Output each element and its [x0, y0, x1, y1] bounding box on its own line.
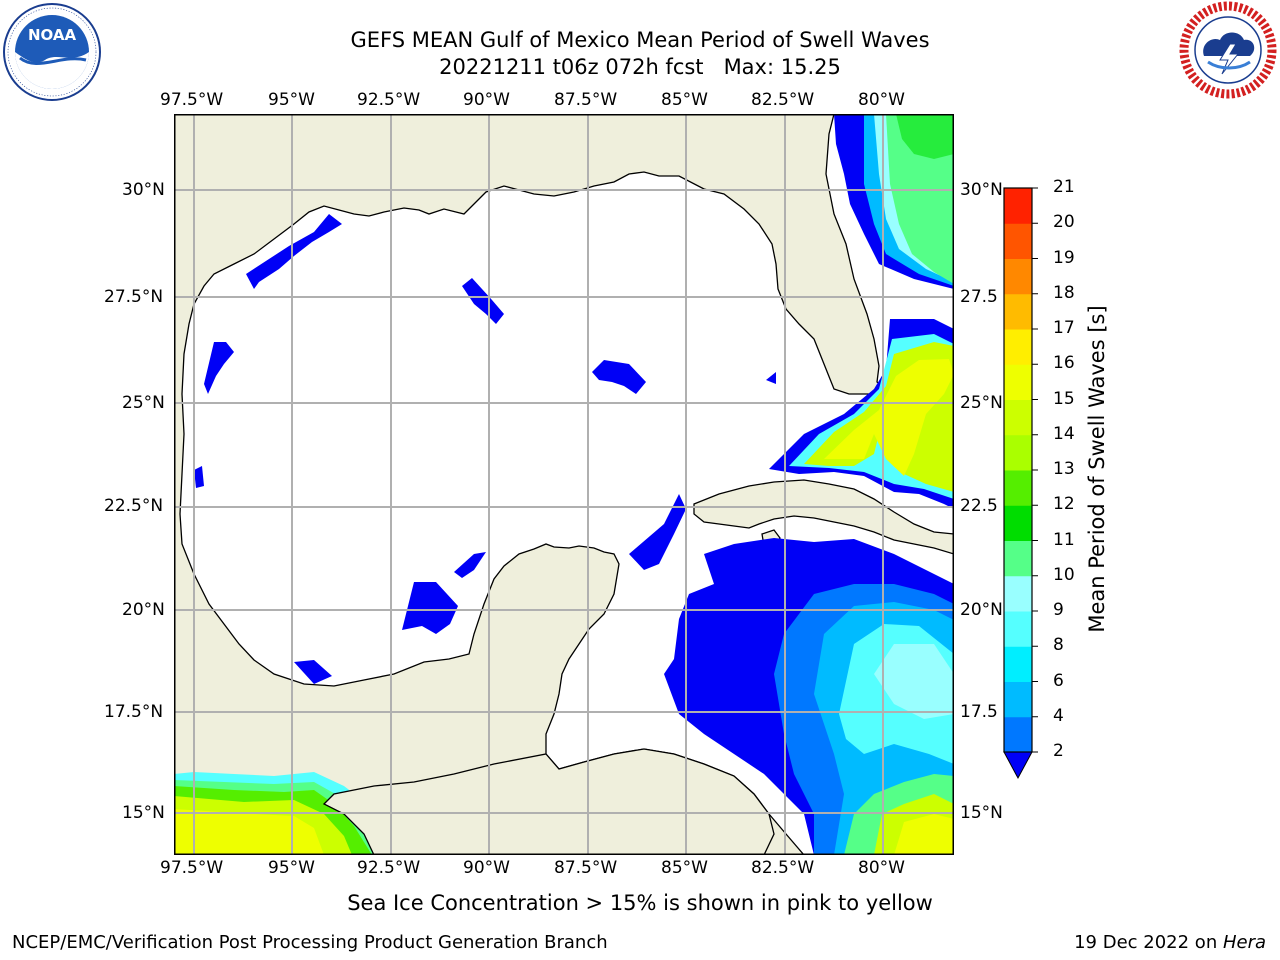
gulf-patch-e: [766, 372, 776, 384]
nws-logo: [1179, 1, 1277, 99]
colorbar-band: [1004, 434, 1032, 471]
gulf-patch-w2: [194, 466, 204, 488]
colorbar-label: Mean Period of Swell Waves [s]: [1085, 305, 1109, 633]
colorbar: [1003, 187, 1038, 780]
colorbar-tick-label: 21: [1053, 177, 1075, 197]
colorbar-tick-label: 20: [1053, 212, 1075, 233]
sea-ice-note: Sea Ice Concentration > 15% is shown in …: [347, 891, 933, 915]
colorbar-tick-label: 8: [1053, 635, 1064, 656]
colorbar-band: [1004, 188, 1032, 224]
land-cuba: [693, 479, 954, 555]
lon-tick-top: 97.5°W: [160, 90, 224, 110]
colorbar-band: [1004, 470, 1032, 506]
colorbar-band: [1004, 540, 1032, 577]
lat-tick-left: 15°N: [122, 803, 165, 823]
lon-tick-bottom: 92.5°W: [357, 858, 421, 878]
chart-subtitle: 20221211 t06z 072h fcst Max: 15.25: [439, 55, 841, 79]
lon-tick-bottom: 85°W: [661, 858, 708, 878]
straits-yellow2: [824, 359, 954, 476]
footer-machine: Hera: [1222, 932, 1266, 953]
land-central-america: [322, 748, 775, 855]
colorbar-band: [1004, 681, 1032, 718]
colorbar-band: [1004, 611, 1032, 647]
footer-left: NCEP/EMC/Verification Post Processing Pr…: [12, 932, 608, 953]
gulf-patch-campeche2: [454, 552, 486, 578]
gulf-patch-c2: [592, 360, 646, 394]
lat-tick-right: 30°N: [960, 180, 1003, 200]
lat-tick-right: 27.5: [960, 287, 998, 307]
lon-tick-bottom: 97.5°W: [160, 858, 224, 878]
colorbar-band: [1004, 399, 1032, 436]
colorbar-band: [1004, 646, 1032, 682]
swell-fields: [174, 114, 954, 855]
pacific-yellow2: [174, 809, 324, 855]
colorbar-extend-triangle: [1003, 751, 1033, 780]
lon-tick-top: 82.5°W: [751, 90, 815, 110]
colorbar-band: [1004, 575, 1032, 612]
colorbar-tick-label: 19: [1053, 247, 1075, 268]
lat-tick-left: 20°N: [122, 600, 165, 620]
lat-tick-left: 17.5°N: [104, 702, 164, 722]
gulf-patch-yuc: [629, 494, 686, 570]
colorbar-band: [1004, 293, 1032, 330]
lon-tick-top: 85°W: [661, 90, 708, 110]
lat-tick-right: 22.5: [960, 496, 998, 516]
colorbar-band: [1004, 258, 1032, 295]
map-frame: [174, 114, 954, 855]
lat-tick-left: 27.5°N: [104, 287, 164, 307]
lon-tick-top: 95°W: [268, 90, 315, 110]
colorbar-band: [1004, 223, 1032, 259]
gulf-patch-c1: [462, 278, 504, 324]
footer-right: 19 Dec 2022 on Hera: [1074, 932, 1266, 953]
gulf-patch-nw: [246, 214, 342, 289]
colorbar-tick-label: 12: [1053, 494, 1075, 515]
lon-tick-bottom: 95°W: [268, 858, 315, 878]
lat-tick-left: 30°N: [122, 180, 165, 200]
colorbar-tick-label: 10: [1053, 564, 1075, 585]
colorbar-tick-label: 15: [1053, 388, 1075, 409]
colorbar-band: [1004, 716, 1032, 753]
colorbar-band: [1004, 364, 1032, 400]
colorbar-tick-label: 17: [1053, 318, 1075, 338]
colorbar-band: [1004, 329, 1032, 365]
lat-tick-left: 22.5°N: [104, 496, 164, 516]
colorbar-tick-label: 18: [1053, 282, 1075, 303]
colorbar-tick-label: 2: [1053, 741, 1064, 761]
colorbar-tick-label: 16: [1053, 353, 1075, 374]
colorbar-tick-label: 4: [1053, 705, 1064, 726]
lat-tick-right: 25°N: [960, 393, 1003, 413]
gulf-patch-campeche: [402, 582, 458, 634]
gulf-patch-w: [204, 342, 234, 394]
colorbar-tick-label: 13: [1053, 459, 1075, 479]
lon-tick-top: 92.5°W: [357, 90, 421, 110]
footer-date: 19 Dec 2022 on: [1074, 932, 1223, 953]
lat-tick-right: 15°N: [960, 803, 1003, 823]
lon-tick-top: 87.5°W: [554, 90, 618, 110]
lon-tick-bottom: 87.5°W: [554, 858, 618, 878]
colorbar-tick-label: 9: [1053, 600, 1064, 620]
lon-tick-bottom: 90°W: [463, 858, 510, 878]
lat-tick-right: 20°N: [960, 600, 1003, 620]
colorbar-tick-label: 14: [1053, 423, 1075, 444]
map-panel: [174, 114, 954, 855]
lon-tick-bottom: 82.5°W: [751, 858, 815, 878]
colorbar-tick-label: 6: [1053, 670, 1064, 691]
colorbar-band: [1004, 505, 1032, 541]
carib-yellow2: [894, 814, 954, 855]
lon-tick-bottom: 80°W: [858, 858, 905, 878]
carib-lightcyan: [874, 644, 954, 719]
gridlines: [174, 114, 954, 855]
atlantic-swell-green2: [896, 114, 954, 159]
noaa-logo-text: NOAA: [28, 26, 77, 44]
lat-tick-left: 25°N: [122, 393, 165, 413]
lon-tick-top: 80°W: [858, 90, 905, 110]
chart-title: GEFS MEAN Gulf of Mexico Mean Period of …: [350, 28, 930, 52]
noaa-logo: NOAA: [3, 3, 101, 101]
lon-tick-top: 90°W: [463, 90, 510, 110]
gulf-patch-s: [294, 660, 332, 684]
lat-tick-right: 17.5: [960, 702, 998, 722]
colorbar-tick-label: 11: [1053, 529, 1075, 550]
